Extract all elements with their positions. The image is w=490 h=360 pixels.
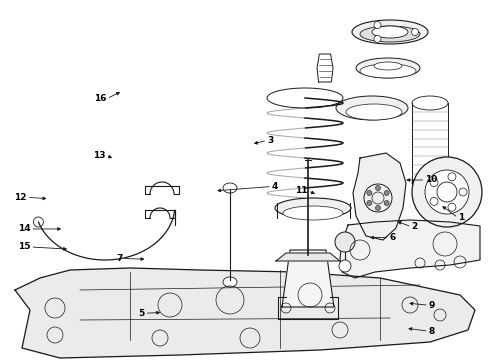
Ellipse shape — [356, 58, 420, 78]
Text: 3: 3 — [267, 136, 273, 145]
Circle shape — [374, 35, 381, 42]
Text: 13: 13 — [93, 151, 106, 160]
Text: 15: 15 — [18, 243, 30, 251]
Ellipse shape — [360, 64, 416, 78]
Circle shape — [33, 217, 44, 227]
Polygon shape — [353, 153, 406, 240]
Polygon shape — [276, 253, 340, 261]
Circle shape — [412, 28, 418, 36]
Text: 1: 1 — [458, 213, 465, 222]
Ellipse shape — [372, 26, 408, 38]
Circle shape — [375, 185, 381, 190]
Text: 8: 8 — [429, 327, 435, 336]
Circle shape — [339, 260, 351, 272]
Circle shape — [375, 206, 381, 211]
Circle shape — [367, 190, 372, 195]
Circle shape — [430, 179, 438, 186]
Text: 5: 5 — [138, 309, 145, 318]
Circle shape — [374, 22, 381, 28]
Polygon shape — [15, 268, 475, 358]
Ellipse shape — [223, 183, 237, 193]
Polygon shape — [340, 220, 480, 278]
Ellipse shape — [275, 198, 351, 218]
Circle shape — [448, 203, 456, 211]
Text: 14: 14 — [18, 225, 30, 234]
Text: 12: 12 — [14, 193, 27, 202]
Text: 4: 4 — [272, 182, 278, 191]
Polygon shape — [317, 54, 333, 82]
Text: 9: 9 — [429, 301, 435, 310]
Circle shape — [448, 173, 456, 181]
Ellipse shape — [374, 62, 402, 70]
Circle shape — [367, 201, 372, 206]
Text: 10: 10 — [425, 175, 438, 184]
Text: 7: 7 — [116, 254, 122, 263]
Ellipse shape — [283, 206, 343, 220]
Text: 6: 6 — [390, 233, 396, 242]
Text: 16: 16 — [94, 94, 107, 103]
Circle shape — [335, 232, 355, 252]
Text: 2: 2 — [412, 222, 418, 231]
Circle shape — [384, 201, 389, 206]
Ellipse shape — [352, 20, 428, 44]
Circle shape — [412, 157, 482, 227]
Ellipse shape — [336, 96, 408, 120]
Ellipse shape — [223, 277, 237, 287]
Ellipse shape — [360, 26, 420, 42]
Circle shape — [430, 197, 438, 206]
Circle shape — [459, 188, 467, 196]
Text: 11: 11 — [295, 186, 308, 195]
Ellipse shape — [346, 104, 402, 120]
Circle shape — [384, 190, 389, 195]
Circle shape — [425, 170, 469, 214]
Polygon shape — [282, 250, 334, 307]
